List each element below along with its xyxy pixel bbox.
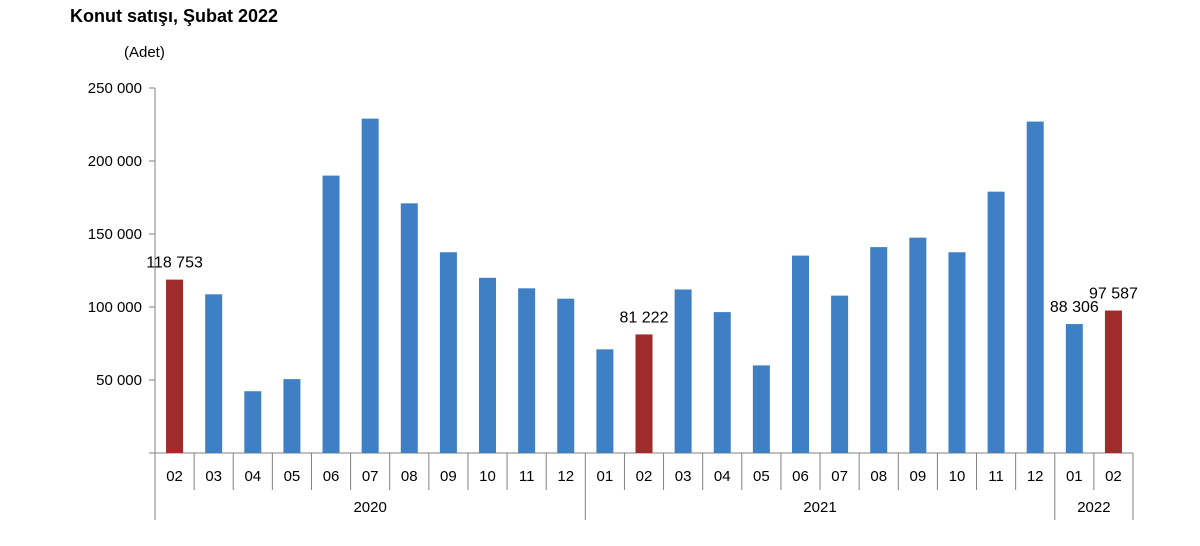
- x-category-label: 01: [597, 468, 614, 485]
- x-category-label: 11: [519, 468, 535, 485]
- bar: [831, 295, 849, 453]
- bar: [205, 294, 223, 453]
- bar: [244, 391, 262, 453]
- x-category-label: 05: [753, 468, 770, 485]
- y-axis-unit-label: (Adet): [124, 44, 165, 61]
- x-category-label: 02: [636, 468, 653, 485]
- bar: [166, 279, 184, 453]
- x-category-label: 02: [1105, 468, 1122, 485]
- bar: [596, 349, 614, 453]
- x-category-label: 11: [988, 468, 1004, 485]
- bar: [439, 252, 457, 453]
- y-tick-label: 150 000: [88, 226, 142, 243]
- x-category-label: 12: [1027, 468, 1044, 485]
- x-category-label: 04: [244, 468, 261, 485]
- y-tick-label: 50 000: [96, 372, 142, 389]
- bar: [1104, 310, 1122, 453]
- bar: [361, 118, 379, 453]
- x-category-label: 06: [792, 468, 809, 485]
- bar: [518, 288, 536, 453]
- bar: [635, 334, 653, 453]
- x-category-label: 12: [557, 468, 574, 485]
- x-category-label: 07: [362, 468, 379, 485]
- x-category-label: 03: [675, 468, 692, 485]
- x-category-label: 09: [909, 468, 926, 485]
- x-category-label: 07: [831, 468, 848, 485]
- chart-title: Konut satışı, Şubat 2022: [70, 6, 279, 26]
- bar: [283, 379, 301, 453]
- data-label: 118 753: [146, 255, 203, 272]
- bar: [987, 191, 1005, 453]
- x-category-label: 06: [323, 468, 340, 485]
- x-category-label: 08: [401, 468, 418, 485]
- x-category-label: 01: [1066, 468, 1083, 485]
- x-year-label: 2020: [353, 499, 386, 516]
- x-category-label: 02: [166, 468, 183, 485]
- x-category-label: 04: [714, 468, 731, 485]
- data-label: 88 306: [1050, 299, 1099, 316]
- bar: [674, 289, 692, 453]
- bar: [948, 252, 966, 453]
- x-category-label: 10: [949, 468, 966, 485]
- y-tick-label: 200 000: [88, 153, 142, 170]
- x-category-label: 05: [284, 468, 301, 485]
- x-category-label: 08: [870, 468, 887, 485]
- data-label: 81 222: [620, 309, 669, 326]
- bar: [791, 255, 809, 453]
- bar: [1026, 121, 1044, 453]
- bar: [1065, 324, 1083, 453]
- data-label: 97 587: [1089, 286, 1138, 303]
- x-category-label: 10: [479, 468, 496, 485]
- x-year-label: 2021: [803, 499, 836, 516]
- y-tick-label: 100 000: [88, 299, 142, 316]
- bar: [400, 203, 418, 453]
- bar: [322, 175, 340, 453]
- bar: [479, 277, 497, 453]
- bar: [870, 247, 888, 453]
- x-category-label: 09: [440, 468, 457, 485]
- x-category-label: 03: [205, 468, 222, 485]
- x-year-label: 2022: [1077, 499, 1110, 516]
- bar: [713, 312, 731, 453]
- bar: [752, 365, 770, 453]
- y-tick-label: 250 000: [88, 80, 142, 97]
- bar: [909, 237, 927, 453]
- bar: [557, 298, 575, 453]
